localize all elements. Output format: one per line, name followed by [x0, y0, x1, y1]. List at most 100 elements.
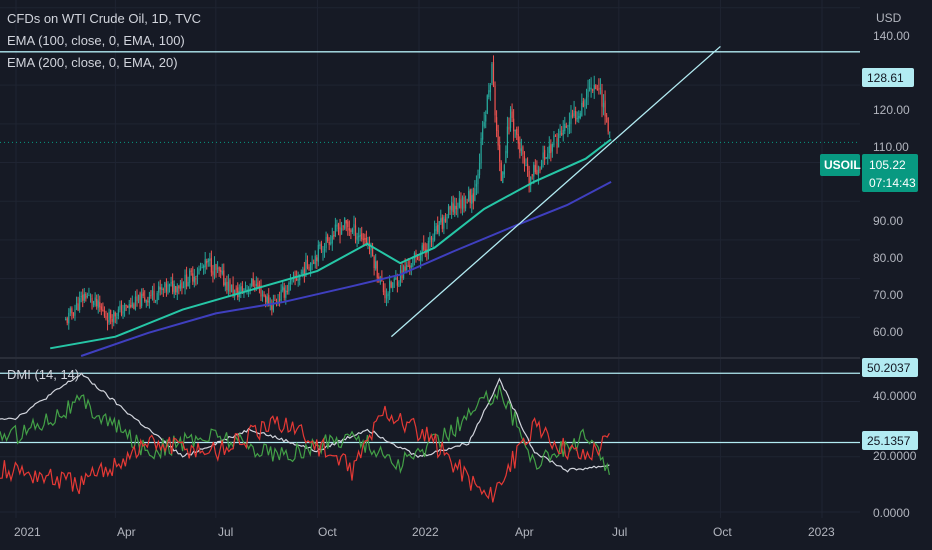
candle-body — [585, 97, 588, 99]
candle-body — [220, 269, 222, 272]
time-tick: Apr — [515, 525, 534, 539]
candle-body — [110, 310, 112, 319]
candle-body — [134, 296, 137, 310]
candle-body — [423, 243, 425, 250]
candle-body — [519, 142, 521, 153]
candle-body — [106, 320, 109, 324]
candle-body — [292, 275, 295, 278]
candle-body — [230, 284, 233, 293]
candle-body — [74, 309, 76, 316]
candle-body — [283, 287, 285, 298]
candle-body — [511, 111, 513, 118]
candle-body — [559, 130, 561, 136]
candle-body — [232, 284, 234, 296]
candle-body — [471, 195, 473, 205]
candle-body — [204, 259, 206, 268]
candle-body — [491, 64, 493, 83]
candle-body — [251, 278, 253, 287]
price-candles — [65, 55, 611, 331]
candle-body — [340, 228, 343, 235]
candle-body — [550, 144, 552, 154]
candle-body — [102, 309, 104, 312]
candle-body — [266, 296, 268, 304]
candle-body — [234, 290, 236, 297]
candle-body — [424, 249, 426, 251]
candle-body — [495, 117, 498, 131]
candle-body — [334, 224, 336, 236]
dmi-adx-line — [0, 372, 610, 473]
candle-body — [147, 300, 149, 303]
candle-body — [497, 130, 499, 146]
candle-body — [122, 311, 124, 314]
candle-body — [410, 265, 412, 268]
candle-body — [131, 302, 133, 307]
time-tick: 2021 — [14, 525, 41, 539]
candle-body — [319, 244, 321, 247]
candle-body — [66, 318, 68, 323]
candle-body — [553, 135, 555, 146]
candle-body — [444, 218, 447, 222]
candle-body — [97, 300, 99, 308]
time-tick: 2022 — [412, 525, 439, 539]
candle-body — [137, 294, 140, 301]
candle-body — [361, 233, 363, 240]
candle-body — [175, 286, 177, 293]
candle-body — [345, 220, 347, 224]
candle-body — [522, 146, 524, 155]
candle-body — [241, 285, 243, 293]
candle-body — [416, 256, 419, 259]
candle-body — [492, 62, 495, 87]
candle-body — [280, 289, 282, 301]
candle-body — [229, 280, 231, 292]
candle-body — [165, 283, 168, 292]
candle-body — [399, 270, 402, 282]
candle-body — [317, 244, 319, 262]
candle-body — [472, 193, 474, 203]
candle-body — [210, 257, 212, 273]
candle-body — [376, 261, 378, 278]
candle-body — [240, 286, 242, 293]
candle-body — [299, 275, 301, 281]
candle-body — [206, 261, 208, 264]
svg-text:105.22: 105.22 — [869, 158, 906, 172]
candle-body — [154, 300, 157, 302]
candle-body — [226, 282, 228, 291]
time-tick: Oct — [713, 525, 732, 539]
candle-body — [216, 267, 219, 269]
candle-body — [153, 290, 155, 300]
candle-body — [468, 191, 470, 202]
candle-body — [452, 203, 454, 213]
candle-body — [136, 296, 138, 302]
svg-text:50.2037: 50.2037 — [867, 361, 911, 375]
candle-body — [500, 162, 502, 182]
candle-body — [486, 95, 488, 114]
candle-body — [455, 205, 457, 210]
candle-body — [158, 286, 160, 293]
candle-body — [359, 234, 361, 237]
candle-body — [212, 271, 214, 275]
candle-body — [96, 299, 98, 307]
ema100-line — [50, 138, 612, 350]
candle-body — [255, 283, 257, 287]
candle-body — [303, 268, 305, 276]
candle-body — [274, 299, 276, 301]
candle-body — [354, 225, 357, 240]
candle-body — [333, 235, 335, 237]
candle-body — [195, 278, 197, 280]
dmi-tick: 20.0000 — [873, 449, 917, 463]
candle-body — [68, 312, 70, 324]
candle-body — [196, 274, 199, 278]
svg-text:USOIL: USOIL — [824, 158, 861, 172]
candle-body — [148, 296, 150, 303]
candle-body — [85, 293, 87, 299]
candle-body — [182, 286, 185, 289]
candle-body — [170, 281, 172, 284]
candle-body — [604, 100, 606, 117]
candle-body — [223, 270, 225, 286]
candle-body — [531, 174, 533, 176]
candle-body — [79, 298, 81, 310]
price-tick: 80.00 — [873, 251, 903, 265]
time-tick: Jul — [218, 525, 233, 539]
svg-text:07:14:43: 07:14:43 — [869, 176, 916, 190]
